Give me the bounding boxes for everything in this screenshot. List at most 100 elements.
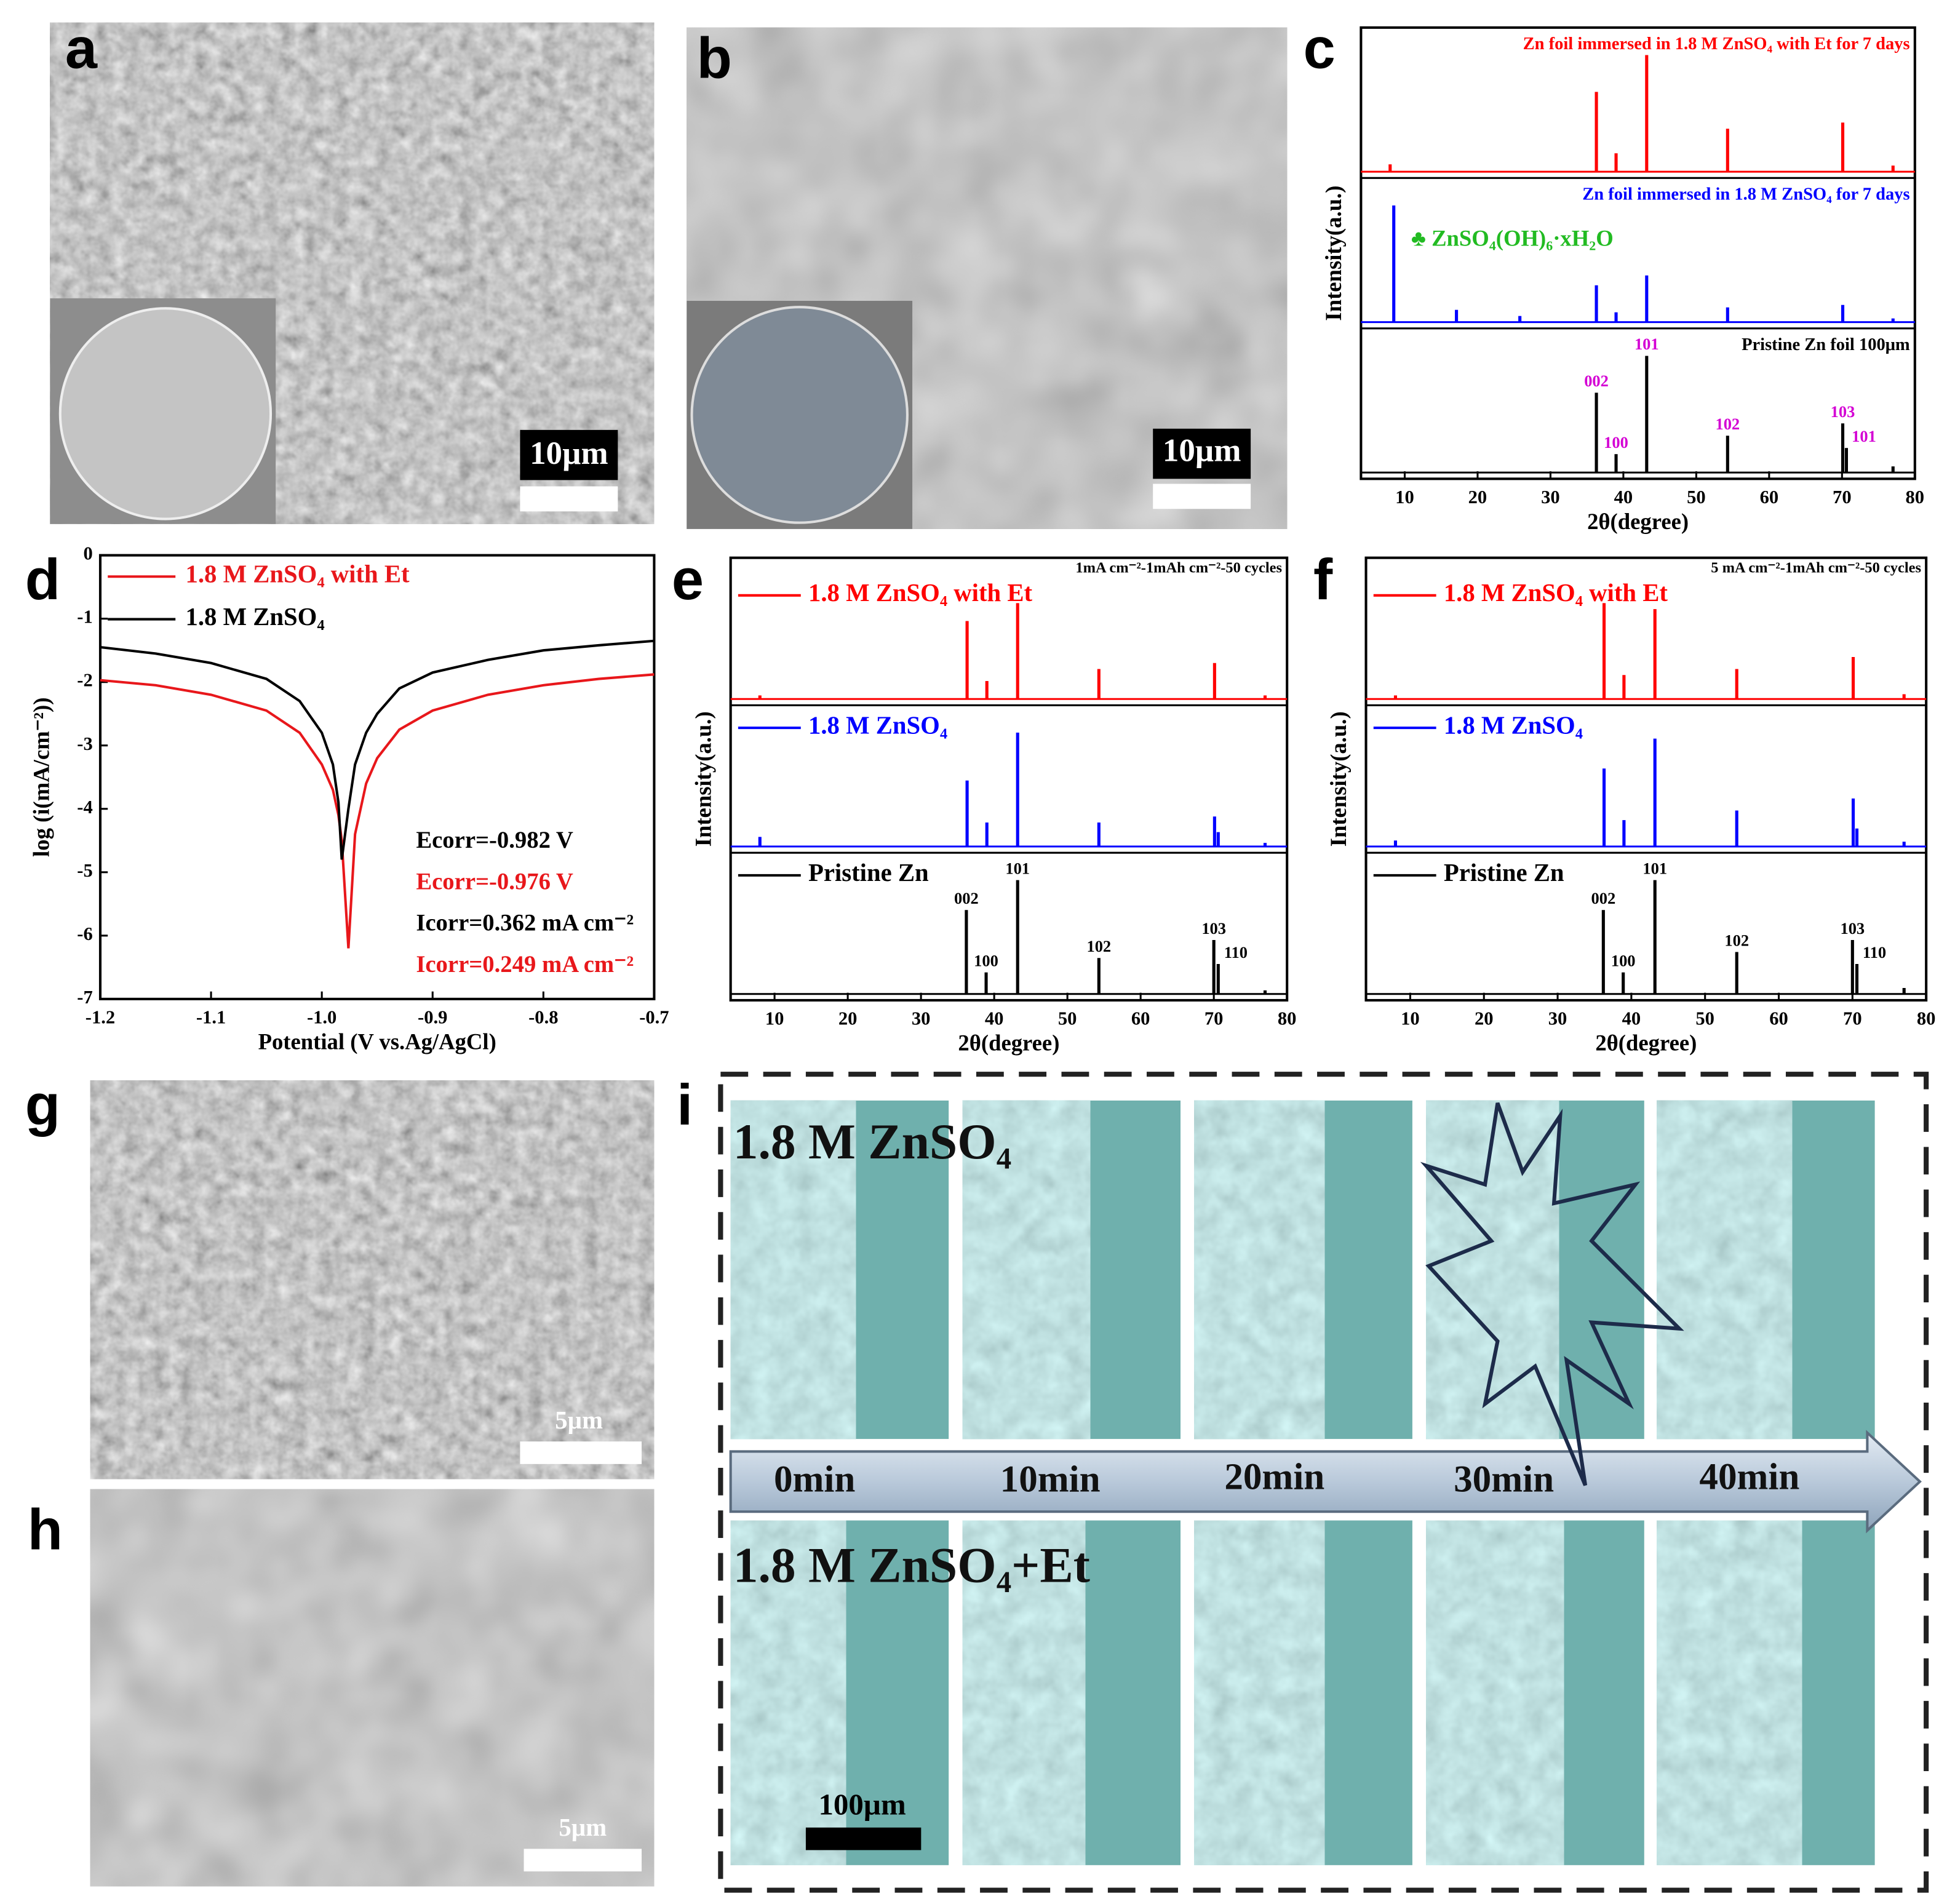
scale-bar-label: 10µm: [1163, 433, 1241, 469]
x-tick-label: 30: [1541, 487, 1560, 508]
peak-label: 110: [1224, 943, 1248, 962]
peak-label: 103: [1840, 919, 1865, 938]
legend-label: 1.8 M ZnSO₄ with Et: [186, 560, 410, 588]
peak-label: 101: [1642, 859, 1667, 877]
x-tick-label: 10: [1395, 487, 1414, 508]
x-tick-label: 80: [1917, 1008, 1936, 1029]
x-tick-label: 40: [1614, 487, 1633, 508]
x-tick-label: 20: [838, 1008, 858, 1029]
electrode-region: [1657, 1520, 1802, 1865]
dendrite-burst: [1420, 1102, 1684, 1486]
annotation: Ecorr=-0.976 V: [416, 869, 573, 894]
scale-bar: [805, 1827, 922, 1850]
legend-label: 1.8 M ZnSO₄ with Et: [1444, 579, 1668, 607]
inset-disc: [690, 306, 909, 524]
time-label: 40min: [1699, 1456, 1799, 1497]
y-axis-label: Intensity(a.u.): [1321, 186, 1346, 321]
x-tick-label: 20: [1468, 487, 1487, 508]
panel-letter: f: [1313, 547, 1333, 611]
scale-bar: [520, 486, 618, 512]
peak-label: 102: [1086, 937, 1111, 955]
scale-bar: [520, 1441, 642, 1464]
annotation: Icorr=0.362 mA cm⁻²: [416, 910, 634, 936]
peak-label: 101: [1005, 859, 1030, 877]
electrode-region: [730, 1100, 856, 1440]
sem-image: [90, 1489, 655, 1887]
y-axis-label: log (i(mA/cm⁻²)): [29, 698, 54, 857]
x-tick-label: 70: [1843, 1008, 1862, 1029]
y-tick-label: -2: [77, 670, 92, 691]
plot-frame: [1364, 556, 1928, 1002]
panel-letter: e: [672, 547, 704, 611]
x-tick-label: 30: [1548, 1008, 1567, 1029]
peak-label: 002: [1584, 372, 1609, 390]
electrode-region: [962, 1520, 1086, 1865]
x-tick-label: 40: [985, 1008, 1004, 1029]
legend-label: 1.8 M ZnSO₄: [186, 603, 325, 631]
peak-label: 102: [1724, 931, 1749, 949]
scale-bar-label: 5µm: [559, 1814, 607, 1841]
x-tick-label: 60: [1131, 1008, 1150, 1029]
panel-letter: a: [65, 15, 98, 80]
peak-label: 100: [1604, 433, 1628, 452]
x-tick-label: 80: [1278, 1008, 1297, 1029]
electrode-region: [1194, 1520, 1325, 1865]
x-axis-label: 2θ(degree): [1587, 509, 1689, 534]
x-tick-label: -1.0: [307, 1007, 336, 1028]
annotation: Ecorr=-0.982 V: [416, 827, 573, 853]
peak-label: 103: [1831, 402, 1855, 421]
peak-label: 100: [974, 951, 998, 970]
y-tick-label: 0: [83, 543, 92, 564]
time-label: 20min: [1224, 1456, 1324, 1497]
legend-label: Pristine Zn: [808, 859, 929, 886]
time-arrow: [729, 1430, 1922, 1534]
scale-bar-label: 10µm: [530, 436, 608, 471]
x-tick-label: 40: [1622, 1008, 1641, 1029]
x-tick-label: 50: [1058, 1008, 1077, 1029]
legend-label: 1.8 M ZnSO₄: [808, 711, 947, 739]
electrode-region: [962, 1100, 1091, 1440]
x-tick-label: -1.1: [196, 1007, 226, 1028]
plot-frame: [98, 554, 656, 1000]
peak-label: 110: [1863, 943, 1886, 962]
subtitle: 1mA cm⁻²-1mAh cm⁻²-50 cycles: [1075, 560, 1282, 576]
x-tick-label: 50: [1687, 487, 1706, 508]
curve: [100, 673, 655, 949]
sem-image: [90, 1080, 655, 1480]
x-axis-label: 2θ(degree): [1595, 1030, 1697, 1056]
scale-bar: [524, 1849, 642, 1872]
x-tick-label: 10: [765, 1008, 784, 1029]
inset-disc: [58, 307, 273, 520]
legend-label: Pristine Zn: [1444, 859, 1564, 886]
annotation: Icorr=0.249 mA cm⁻²: [416, 952, 634, 978]
plot-frame: [729, 556, 1289, 1002]
scale-bar-label: 100µm: [818, 1787, 906, 1821]
y-tick-label: -4: [77, 797, 92, 818]
electrode-region: [1426, 1520, 1564, 1865]
row-label: 1.8 M ZnSO₄: [733, 1113, 1011, 1169]
electrode-region: [1194, 1100, 1325, 1440]
optical-images: [730, 1100, 1875, 1865]
y-tick-label: -7: [77, 987, 92, 1008]
peak-label: 002: [954, 889, 979, 907]
peak-label: 002: [1591, 889, 1615, 907]
peak-label: 103: [1201, 919, 1226, 938]
subtitle: 5 mA cm⁻²-1mAh cm⁻²-50 cycles: [1711, 560, 1921, 576]
scale-bar-bg: [520, 429, 618, 480]
time-label: 30min: [1454, 1459, 1554, 1500]
scale-bar: [1153, 484, 1251, 509]
curve: [100, 639, 655, 860]
panel-letter: h: [28, 1497, 63, 1562]
x-tick-label: 70: [1833, 487, 1852, 508]
y-axis-label: Intensity(a.u.): [1326, 711, 1351, 846]
series-label: Zn foil immersed in 1.8 M ZnSO₄ for 7 da…: [1582, 185, 1909, 204]
x-axis-label: 2θ(degree): [958, 1030, 1059, 1056]
y-tick-label: -5: [77, 860, 92, 881]
electrode-region: [1426, 1100, 1559, 1440]
y-tick-label: -3: [77, 733, 92, 754]
peak-label: 102: [1715, 415, 1740, 433]
x-tick-label: 70: [1204, 1008, 1224, 1029]
series-label: Pristine Zn foil 100μm: [1742, 335, 1910, 354]
x-tick-label: 60: [1760, 487, 1779, 508]
peak-label: 100: [1611, 951, 1636, 970]
